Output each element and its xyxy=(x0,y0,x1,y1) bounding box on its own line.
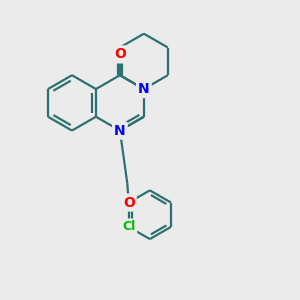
Text: N: N xyxy=(114,124,126,138)
Text: N: N xyxy=(138,82,150,96)
Text: O: O xyxy=(114,47,126,61)
Text: Cl: Cl xyxy=(122,220,135,233)
Text: O: O xyxy=(123,196,135,209)
